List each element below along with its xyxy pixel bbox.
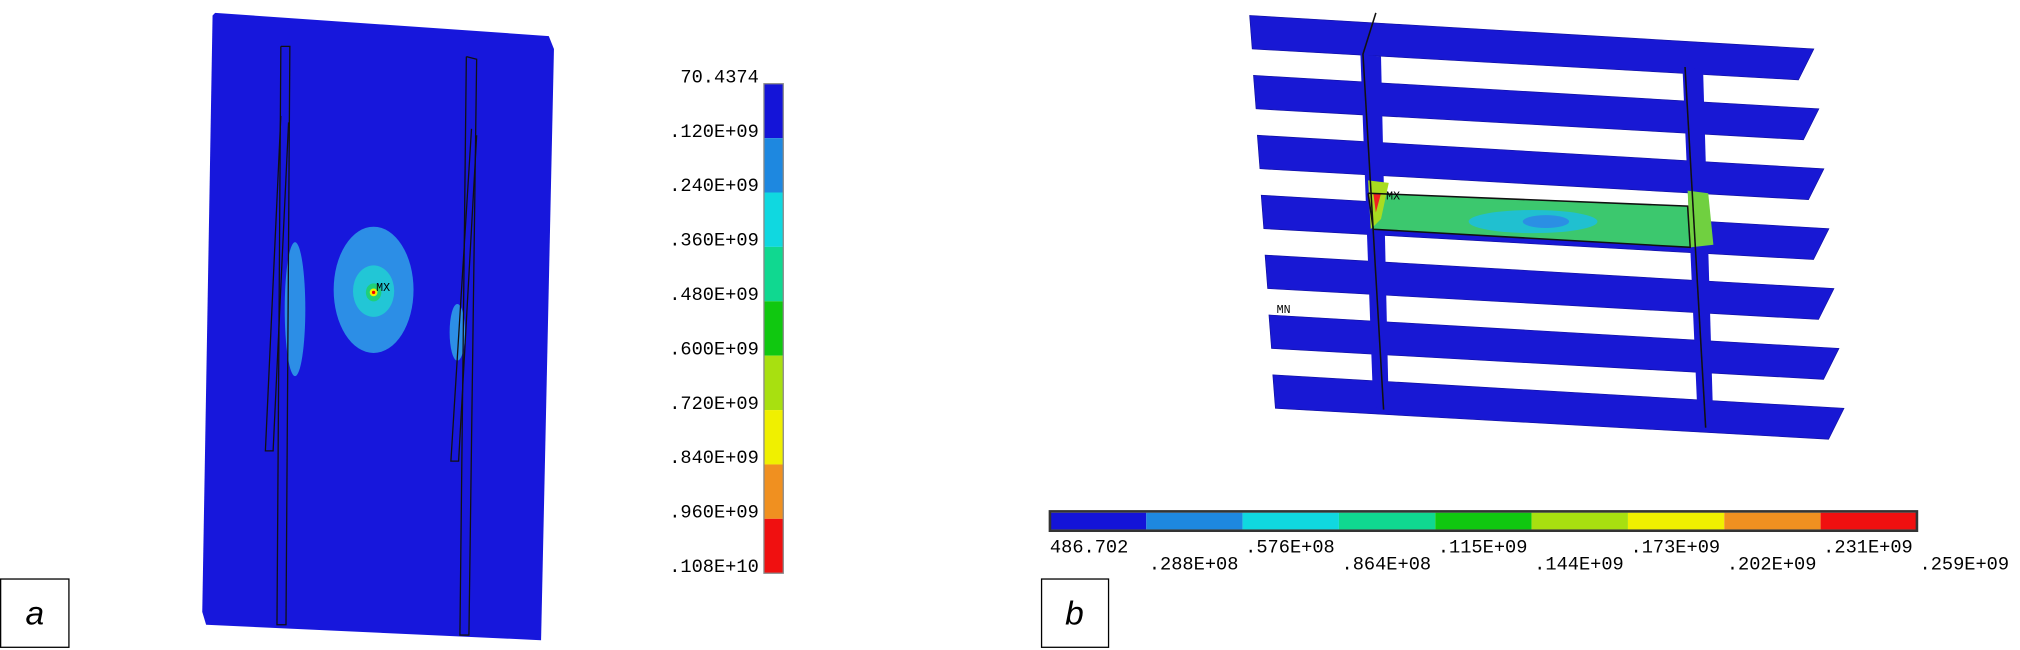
legend-label: .202E+09	[1727, 553, 1817, 575]
beam	[1256, 134, 1825, 200]
legend-label: 70.4374	[680, 66, 758, 88]
legend-band	[763, 138, 784, 193]
legend-label: .600E+09	[669, 338, 759, 360]
legend-label: .840E+09	[669, 447, 759, 469]
min-marker: MN	[1277, 304, 1291, 317]
legend-label: .720E+09	[669, 393, 759, 415]
beam	[1272, 374, 1845, 440]
legend-label: .480E+09	[669, 284, 759, 306]
contour	[371, 290, 376, 295]
beam	[1264, 254, 1835, 320]
legend-label: .231E+09	[1823, 537, 1913, 559]
legend-b: 486.702 .288E+08 .576E+08 .864E+08 .115E+09.…	[1048, 510, 2010, 575]
beam	[1268, 314, 1840, 380]
legend-label: .120E+09	[669, 121, 759, 143]
contour	[1368, 180, 1389, 230]
contour	[1522, 215, 1570, 229]
label-box	[0, 578, 70, 648]
legend-label: .864E+08	[1342, 553, 1432, 575]
panel-a: MX 70.4374 .120E+09 .240E+09 .360E+09 .480E+…	[0, 12, 784, 648]
legend-band	[763, 246, 784, 302]
legend-label: 486.702	[1050, 537, 1128, 559]
legend-band	[763, 355, 784, 411]
legend-band	[1724, 512, 1821, 530]
stiffeners	[264, 45, 478, 636]
max-marker: MX	[376, 282, 390, 295]
max-marker: MX	[1386, 191, 1400, 204]
legend-label: .259E+09	[1920, 553, 2010, 575]
panel-label: a	[25, 596, 44, 633]
panel-b: MX MN 486.702 .288E+08 .576E+08 .864E+08 .11…	[1040, 12, 2010, 648]
legend-label: .360E+09	[669, 230, 759, 252]
legend-frame	[763, 83, 784, 574]
legend-band	[763, 83, 784, 139]
legend-band	[1338, 512, 1436, 530]
contour	[284, 242, 306, 377]
legend-label: .108E+10	[669, 556, 759, 578]
legend-label: .115E+09	[1438, 537, 1528, 559]
panel-label: b	[1065, 596, 1084, 633]
contour	[449, 304, 466, 361]
legend-band	[1242, 512, 1339, 530]
legend-band	[1049, 512, 1147, 530]
label-box	[1040, 578, 1110, 648]
legend-a: 70.4374 .120E+09 .240E+09 .360E+09 .480E+09.…	[669, 66, 784, 578]
legend-band	[1627, 512, 1725, 530]
beam	[1249, 15, 1815, 81]
legend-band	[1531, 512, 1628, 530]
legend-band	[763, 518, 784, 574]
beam	[1253, 75, 1820, 141]
legend-band	[763, 464, 784, 519]
contour	[1373, 193, 1382, 213]
contour	[1687, 190, 1714, 248]
legend-label: .576E+08	[1245, 537, 1335, 559]
legend-label: .144E+09	[1534, 553, 1624, 575]
legend-label: .288E+08	[1149, 553, 1239, 575]
frames	[1362, 12, 1707, 428]
legend-band	[763, 301, 784, 356]
legend-band	[1146, 512, 1243, 530]
legend-frame	[1048, 510, 1919, 533]
legend-band	[763, 410, 784, 465]
legend-band	[1820, 512, 1917, 530]
legend-label: .173E+09	[1631, 537, 1721, 559]
legend-band	[1435, 512, 1532, 530]
legend-label: .960E+09	[669, 502, 759, 524]
legend-label: .240E+09	[669, 175, 759, 197]
legend-band	[763, 192, 784, 247]
